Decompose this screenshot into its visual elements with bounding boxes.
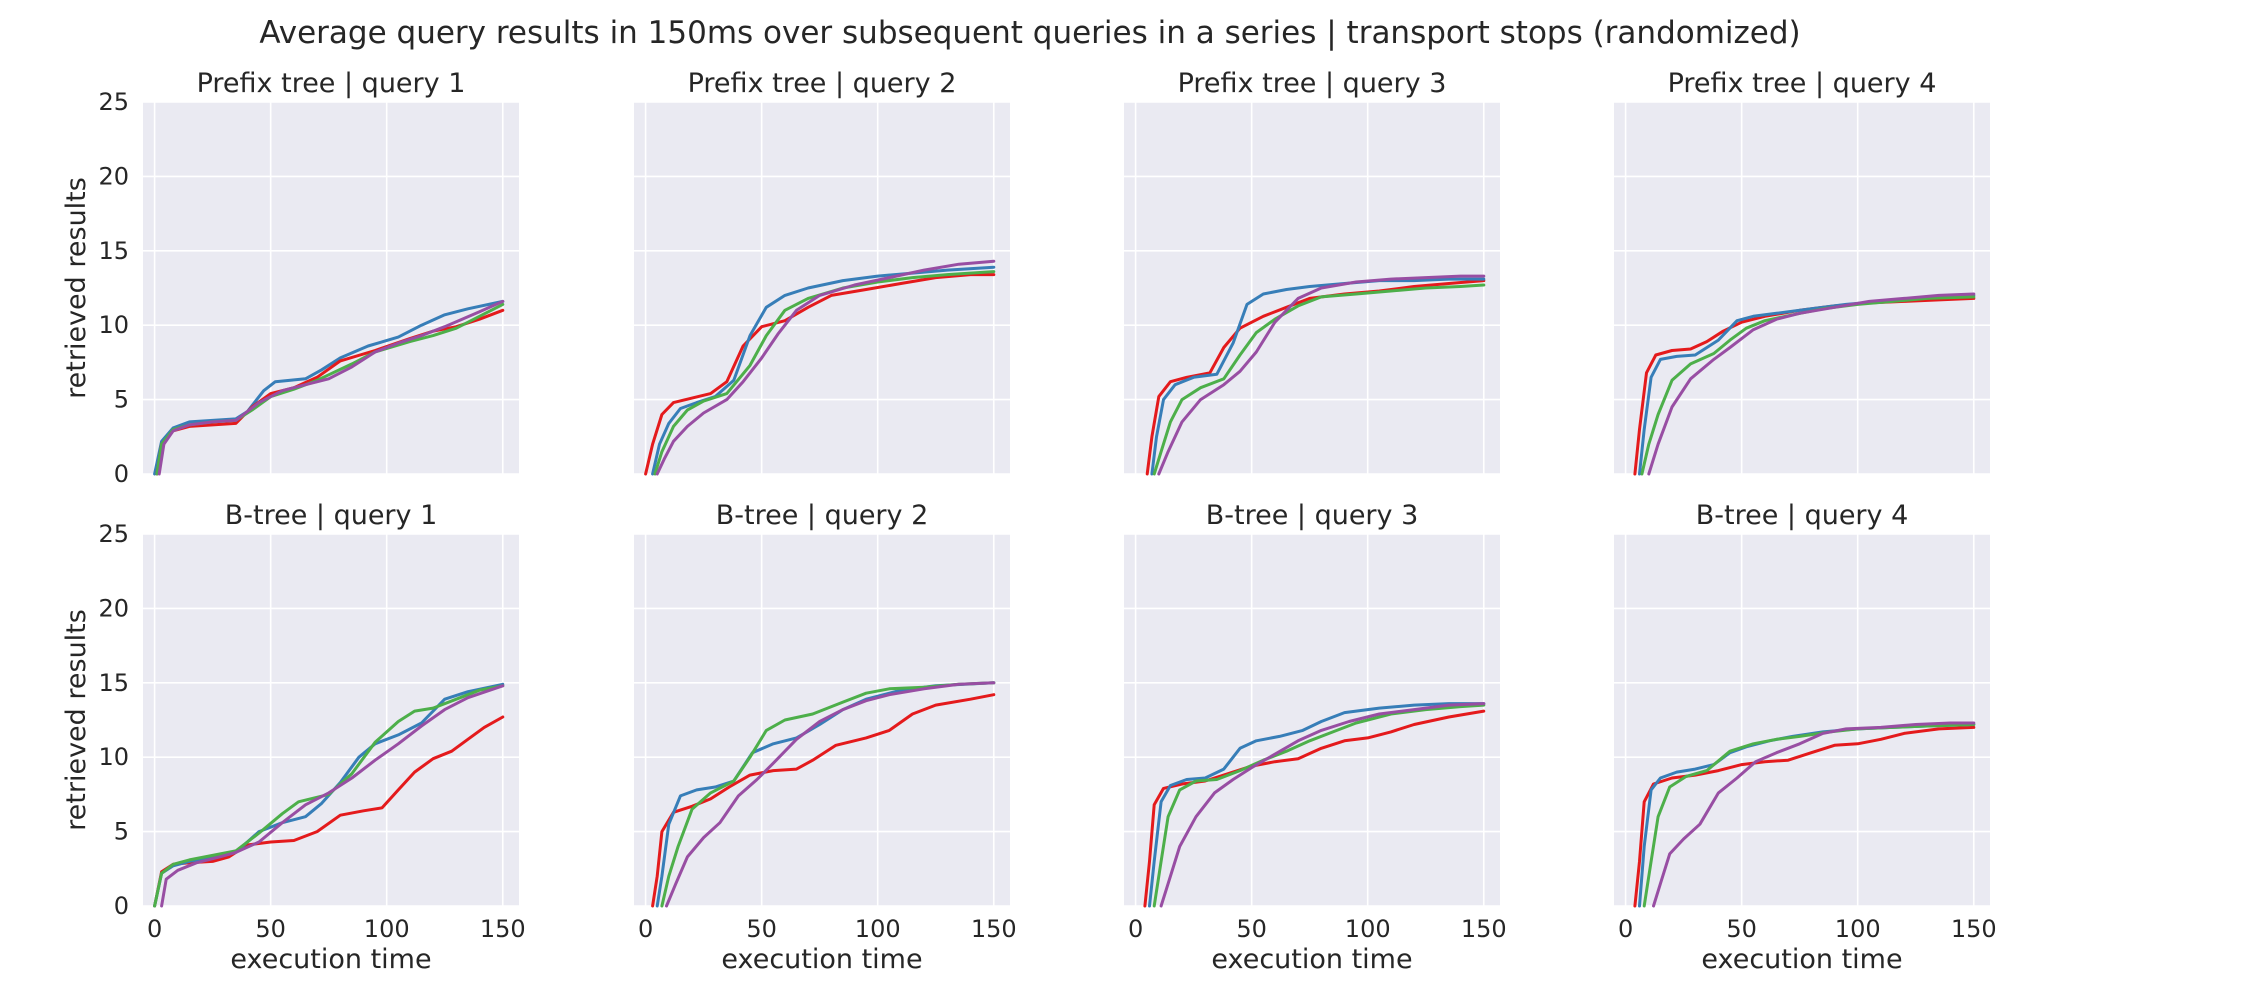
series-line-3 (660, 681, 996, 908)
subplot-title: Prefix tree | query 1 (197, 68, 466, 99)
plot-area (1614, 102, 1990, 474)
y-tick-label: 10 (98, 311, 129, 339)
x-tick-label: 100 (1345, 915, 1391, 943)
subplot-4: Prefix tree | query 4 (1614, 68, 1990, 476)
series-line-1 (644, 273, 996, 476)
y-tick-label: 15 (98, 669, 129, 697)
series-line-4 (160, 684, 505, 908)
subplot-2: Prefix tree | query 2 (634, 68, 1010, 476)
subplot-3: Prefix tree | query 3 (1124, 68, 1500, 476)
subplot-title: B-tree | query 2 (716, 500, 929, 531)
series-line-4 (1157, 274, 1486, 476)
series-line-3 (1640, 295, 1976, 476)
plot-area (143, 534, 519, 906)
series-line-4 (1159, 702, 1486, 908)
series-line-1 (1143, 709, 1486, 908)
y-tick-label: 25 (98, 520, 129, 548)
x-tick-label: 150 (1461, 915, 1507, 943)
x-tick-label: 50 (255, 915, 286, 943)
plot-area (1614, 534, 1990, 906)
series-line-2 (1148, 702, 1486, 908)
series-line-4 (1647, 292, 1976, 476)
x-tick-label: 150 (480, 915, 526, 943)
plot-area (634, 102, 1010, 474)
y-tick-label: 20 (98, 594, 129, 622)
x-tick-label: 100 (364, 915, 410, 943)
series-line-4 (665, 681, 996, 908)
y-tick-label: 20 (98, 162, 129, 190)
figure-title: Average query results in 150ms over subs… (259, 15, 1800, 51)
x-tick-label: 0 (1618, 915, 1633, 943)
y-tick-label: 25 (98, 88, 129, 116)
x-tick-label: 0 (1128, 915, 1143, 943)
y-axis-label: retrieved results (61, 177, 92, 399)
x-tick-label: 0 (147, 915, 162, 943)
x-axis-label: execution time (1701, 944, 1902, 975)
x-tick-label: 50 (1726, 915, 1757, 943)
subplot-7: B-tree | query 3 0 50 100 150 execution time (1124, 500, 1507, 975)
x-tick-label: 100 (855, 915, 901, 943)
subplot-8: B-tree | query 4 0 50 100 150 execution time (1614, 500, 1997, 975)
x-tick-label: 50 (1236, 915, 1267, 943)
x-tick-label: 0 (638, 915, 653, 943)
y-tick-label: 0 (114, 892, 129, 920)
y-tick-label: 5 (114, 818, 129, 846)
x-axis-label: execution time (721, 944, 922, 975)
x-tick-label: 50 (746, 915, 777, 943)
subplot-title: B-tree | query 1 (225, 500, 438, 531)
x-tick-label: 150 (1951, 915, 1997, 943)
series-line-2 (651, 265, 996, 476)
y-axis-label: retrieved results (61, 609, 92, 831)
y-tick-label: 15 (98, 237, 129, 265)
y-tick-label: 10 (98, 743, 129, 771)
series-line-2 (1150, 277, 1486, 476)
series-line-1 (1145, 279, 1486, 476)
series-line-1 (153, 299, 505, 476)
x-axis-label: execution time (230, 944, 431, 975)
y-tick-label: 5 (114, 386, 129, 414)
x-axis-label: execution time (1211, 944, 1412, 975)
series-line-3 (653, 270, 996, 476)
plot-area (1124, 534, 1500, 906)
series-line-4 (1652, 721, 1976, 908)
subplot-title: Prefix tree | query 3 (1178, 68, 1447, 99)
x-tick-label: 100 (1835, 915, 1881, 943)
series-line-3 (1152, 283, 1486, 476)
subplot-5: B-tree | query 1 0 5 10 15 20 25 retrieved resu… (61, 500, 526, 975)
subplot-title: B-tree | query 4 (1696, 500, 1909, 531)
series-line-4 (655, 259, 996, 476)
series-line-3 (153, 684, 505, 908)
subplot-6: B-tree | query 2 0 50 100 150 execution time (634, 500, 1017, 975)
plot-area (143, 102, 519, 474)
subplot-1: Prefix tree | query 1 0 5 10 15 20 25 retrieved… (61, 68, 519, 488)
subplot-title: Prefix tree | query 2 (688, 68, 957, 99)
x-tick-label: 150 (971, 915, 1017, 943)
subplot-title: Prefix tree | query 4 (1668, 68, 1937, 99)
series-line-4 (157, 299, 505, 476)
subplot-title: B-tree | query 3 (1206, 500, 1419, 531)
y-tick-label: 0 (114, 460, 129, 488)
